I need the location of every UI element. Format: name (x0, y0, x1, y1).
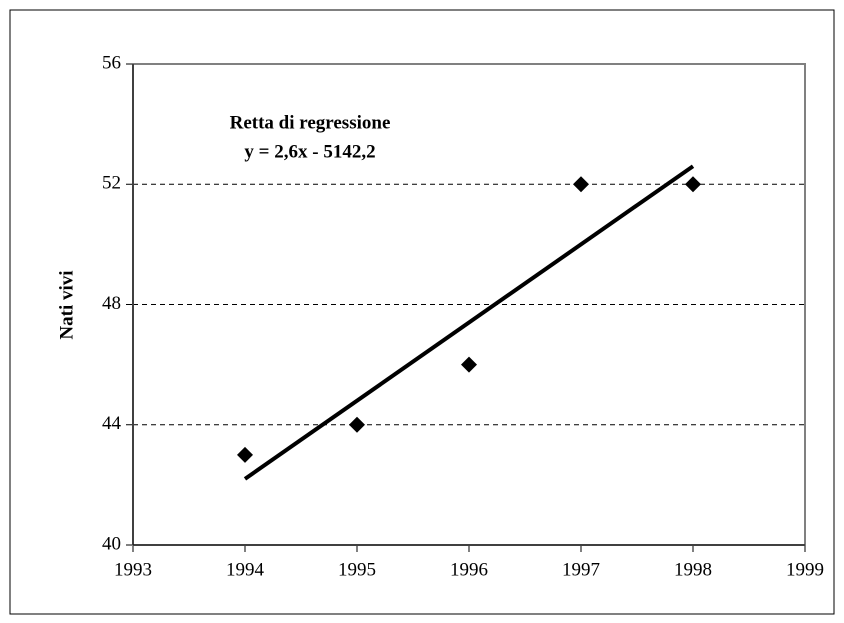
y-tick-label: 56 (102, 52, 121, 73)
y-tick-label: 40 (102, 533, 121, 554)
x-tick-label: 1996 (450, 559, 488, 580)
point (461, 356, 477, 373)
x-tick-label: 1999 (786, 559, 824, 580)
y-tick-label: 52 (102, 173, 121, 194)
point (685, 176, 701, 193)
y-axis-label: Nati vivi (56, 270, 77, 339)
point (573, 176, 589, 193)
point (237, 446, 253, 463)
x-tick-label: 1994 (226, 559, 265, 580)
point (349, 416, 365, 433)
annotation: y = 2,6x - 5142,2 (244, 141, 375, 162)
y-tick-label: 48 (102, 293, 121, 314)
x-tick-label: 1998 (674, 559, 712, 580)
x-tick-label: 1995 (338, 559, 376, 580)
trendline (243, 164, 695, 481)
annotation: Retta di regressione (230, 112, 391, 133)
x-tick-label: 1997 (562, 559, 600, 580)
y-tick-label: 44 (102, 413, 122, 434)
x-tick-label: 1993 (114, 559, 152, 580)
chart-frame (9, 9, 835, 615)
